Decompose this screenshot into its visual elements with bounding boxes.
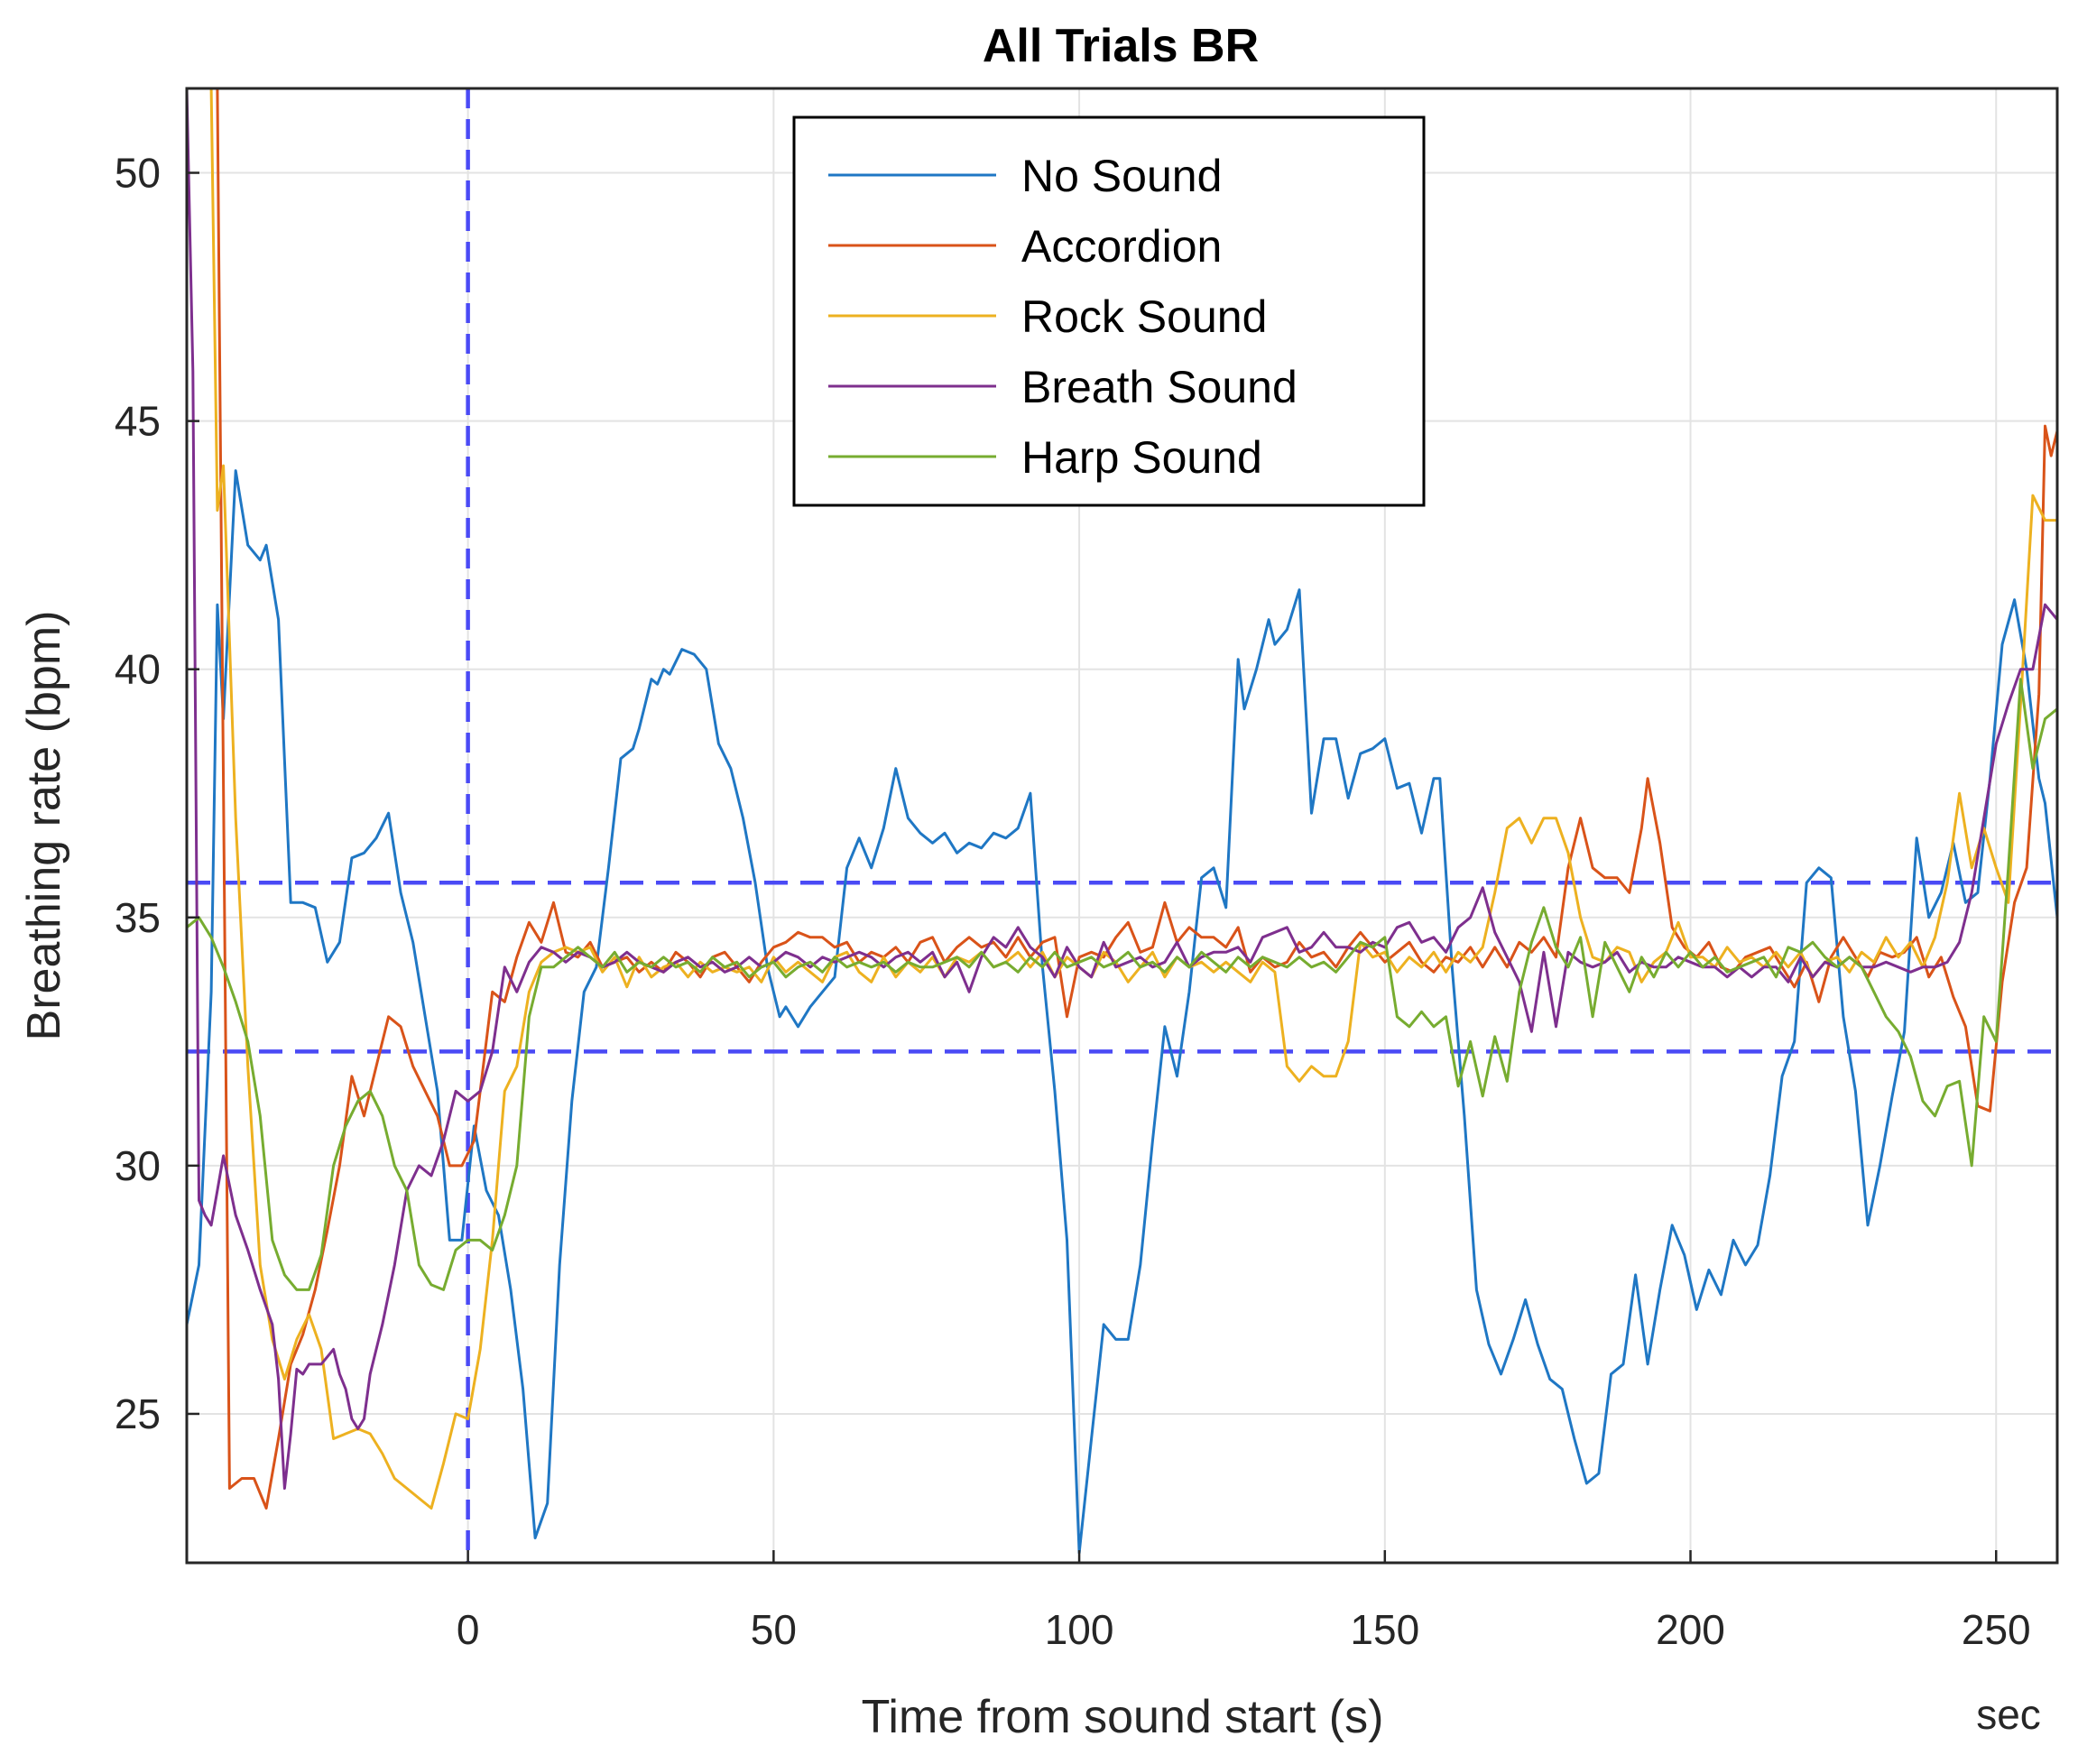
series-lines xyxy=(185,87,2059,1555)
series-line-accordion xyxy=(187,87,2059,1510)
reference-lines xyxy=(187,88,2057,1563)
x-tick-label: 150 xyxy=(1350,1606,1419,1653)
series-line-no-sound xyxy=(185,469,2059,1555)
legend-entry-label: Rock Sound xyxy=(1021,291,1267,342)
legend-box xyxy=(792,115,1426,507)
y-tick-label: 35 xyxy=(115,894,161,941)
plot-area-border xyxy=(185,87,2059,1565)
x-axis-unit-label: sec xyxy=(1976,1691,2041,1738)
y-tick-label: 40 xyxy=(115,646,161,693)
x-axis-label: Time from sound start (s) xyxy=(862,1691,1384,1743)
series-line-harp-sound xyxy=(186,678,2058,1291)
y-tick-label: 50 xyxy=(115,150,161,197)
y-tick-label: 30 xyxy=(115,1142,161,1189)
legend-entry-label: Accordion xyxy=(1021,221,1222,272)
y-tick-label: 25 xyxy=(115,1390,161,1437)
x-tick-label: 200 xyxy=(1656,1606,1725,1653)
y-axis-label: Breathing rate (bpm) xyxy=(18,611,70,1041)
legend: No Sound Accordion Rock Sound Breath Sound H… xyxy=(792,115,1426,507)
legend-entry-label: No Sound xyxy=(1021,151,1222,201)
x-tick-label: 50 xyxy=(751,1606,797,1653)
x-axis-ticks: 0 50 100 150 200 250 xyxy=(457,1550,2031,1653)
y-axis-ticks: 25 30 35 40 45 50 xyxy=(115,150,199,1437)
legend-entry-label: Breath Sound xyxy=(1021,362,1298,412)
legend-entry-label: Harp Sound xyxy=(1021,432,1262,483)
x-tick-label: 100 xyxy=(1045,1606,1114,1653)
y-tick-label: 45 xyxy=(115,398,161,445)
x-tick-label: 0 xyxy=(457,1606,480,1653)
chart-title: All Trials BR xyxy=(983,20,1259,72)
x-tick-label: 250 xyxy=(1962,1606,2031,1653)
